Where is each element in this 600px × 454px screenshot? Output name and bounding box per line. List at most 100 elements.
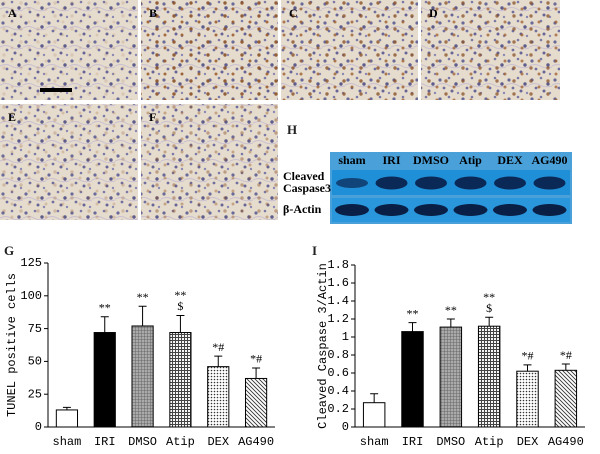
- error-bar: [485, 316, 494, 327]
- panel-label: A: [8, 6, 17, 20]
- x-tick-label: DMSO: [128, 435, 157, 449]
- bar: [554, 369, 578, 428]
- stain-overlay: [421, 0, 560, 100]
- band: [493, 204, 527, 216]
- bar: [439, 326, 463, 428]
- annotation: **: [483, 290, 495, 304]
- band: [453, 204, 488, 216]
- x-tick-label: Atip: [166, 435, 195, 449]
- panel-label: H: [287, 122, 297, 137]
- stain-overlay: [141, 0, 278, 100]
- x-tick-label: IRI: [402, 435, 424, 449]
- band: [374, 204, 409, 216]
- error-bar: [523, 364, 532, 372]
- annotation: *#: [212, 340, 224, 354]
- y-tick-label: 1.4: [327, 294, 349, 308]
- error-bar: [370, 393, 379, 403]
- lane-label: Atip: [459, 153, 482, 167]
- error-bar: [138, 305, 147, 326]
- y-tick-label: 1.8: [327, 258, 349, 272]
- y-tick-label: 0.6: [327, 366, 349, 380]
- band: [336, 178, 368, 188]
- annotation: **: [99, 301, 111, 315]
- error-bar: [100, 316, 109, 333]
- row-label: Cleaved: [283, 169, 325, 183]
- panel-label: C: [289, 6, 298, 20]
- panel-label: I: [312, 243, 317, 258]
- lane-label: DEX: [497, 153, 523, 167]
- annotation: $: [486, 301, 492, 315]
- y-axis-label: TUNEL positive cells: [5, 273, 19, 417]
- annotation: *#: [560, 348, 572, 362]
- bar: [207, 366, 230, 428]
- annotation: *#: [250, 352, 262, 366]
- y-tick-label: 0: [342, 420, 349, 434]
- annotation: **: [445, 303, 457, 317]
- lane-label: sham: [338, 153, 365, 167]
- bar: [516, 370, 539, 428]
- row-label: β-Actin: [283, 202, 322, 216]
- x-tick-label: Atip: [475, 435, 504, 449]
- band: [454, 176, 487, 190]
- bar: [131, 325, 154, 428]
- y-tick-label: 0.4: [327, 384, 349, 398]
- stain-overlay: [0, 104, 138, 220]
- error-bar: [408, 322, 417, 332]
- y-tick-label: 100: [20, 289, 42, 303]
- y-tick-label: 75: [28, 322, 42, 336]
- micrographs: A B C D E F: [0, 0, 560, 220]
- lane-label: DMSO: [413, 153, 449, 167]
- stain-overlay: [281, 0, 418, 100]
- charts: G TUNEL positive cells 0 25 50 75 100 125 sham IR…: [4, 243, 585, 449]
- band: [533, 176, 566, 190]
- y-tick-label: 1: [342, 330, 349, 344]
- lane-label: IRI: [382, 153, 400, 167]
- bar: [55, 409, 79, 428]
- error-bar: [446, 318, 455, 328]
- band: [494, 176, 526, 190]
- stain-overlay: [141, 104, 278, 220]
- lane-label: AG490: [532, 153, 568, 167]
- x-tick-label: DEX: [517, 435, 539, 449]
- error-bar: [561, 363, 570, 371]
- error-bar: [62, 406, 71, 410]
- y-tick-label: 125: [20, 256, 42, 270]
- x-tick-label: sham: [53, 435, 82, 449]
- x-tick-label: DEX: [207, 435, 229, 449]
- error-bar: [252, 367, 261, 379]
- band: [415, 176, 447, 190]
- bar: [244, 377, 268, 428]
- x-tick-label: AG490: [238, 435, 274, 449]
- band: [532, 204, 567, 216]
- panel-label: D: [429, 6, 438, 20]
- panel-label: F: [149, 110, 156, 124]
- bar: [362, 402, 386, 428]
- x-tick-label: DMSO: [436, 435, 465, 449]
- panel-label: G: [4, 243, 14, 258]
- western-blot: H: [287, 122, 572, 224]
- y-axis-label: Cleaved Caspase 3/Actin: [316, 263, 330, 429]
- annotation: **: [407, 306, 419, 320]
- panel-label: B: [149, 6, 157, 20]
- y-tick-label: 1.2: [327, 312, 349, 326]
- y-tick-label: 50: [28, 355, 42, 369]
- panel-label: E: [8, 110, 16, 124]
- y-tick-label: 1.6: [327, 276, 349, 290]
- blot-strip: [332, 170, 570, 195]
- annotation: **: [174, 288, 186, 302]
- band: [335, 204, 369, 216]
- error-bar: [214, 355, 223, 367]
- y-tick-label: 0.2: [327, 402, 349, 416]
- bar: [93, 332, 116, 428]
- x-tick-label: IRI: [94, 435, 116, 449]
- bar: [401, 331, 424, 428]
- error-bar: [176, 314, 185, 333]
- y-tick-label: 0: [35, 420, 42, 434]
- band: [414, 204, 448, 216]
- y-tick-label: 0.8: [327, 348, 349, 362]
- bar: [477, 325, 501, 428]
- y-tick-label: 25: [28, 387, 42, 401]
- x-tick-label: AG490: [548, 435, 584, 449]
- stain-overlay: [0, 0, 138, 100]
